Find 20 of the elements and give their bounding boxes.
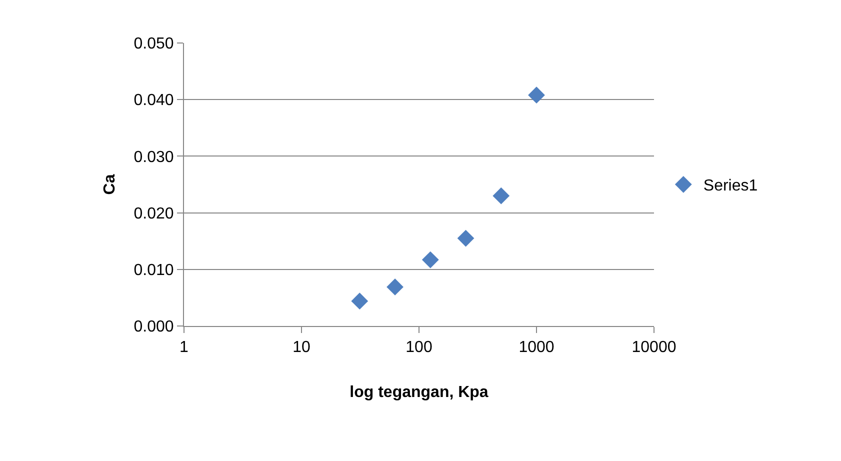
x-axis-title: log tegangan, Kpa xyxy=(350,384,488,401)
x-tick-label: 1 xyxy=(180,339,189,356)
x-tick-label: 100 xyxy=(406,339,432,356)
y-tick-label: 0.010 xyxy=(134,262,174,279)
point xyxy=(457,230,474,247)
point xyxy=(386,278,404,296)
point xyxy=(528,86,545,104)
legend-label: Series1 xyxy=(703,178,758,195)
y-tick-label: 0.030 xyxy=(134,148,174,166)
x-tick-label: 1000 xyxy=(518,339,554,356)
y-tick-label: 0.020 xyxy=(134,205,174,222)
y-tick-label: 0.000 xyxy=(134,318,174,336)
x-tick-label: 10000 xyxy=(632,339,676,356)
point xyxy=(492,187,510,204)
point xyxy=(422,251,439,268)
y-axis-title: Ca xyxy=(102,174,119,195)
x-tick-label: 10 xyxy=(292,339,310,356)
point xyxy=(351,292,368,310)
y-tick-label: 0.050 xyxy=(134,36,174,53)
y-tick-label: 0.040 xyxy=(134,92,174,110)
